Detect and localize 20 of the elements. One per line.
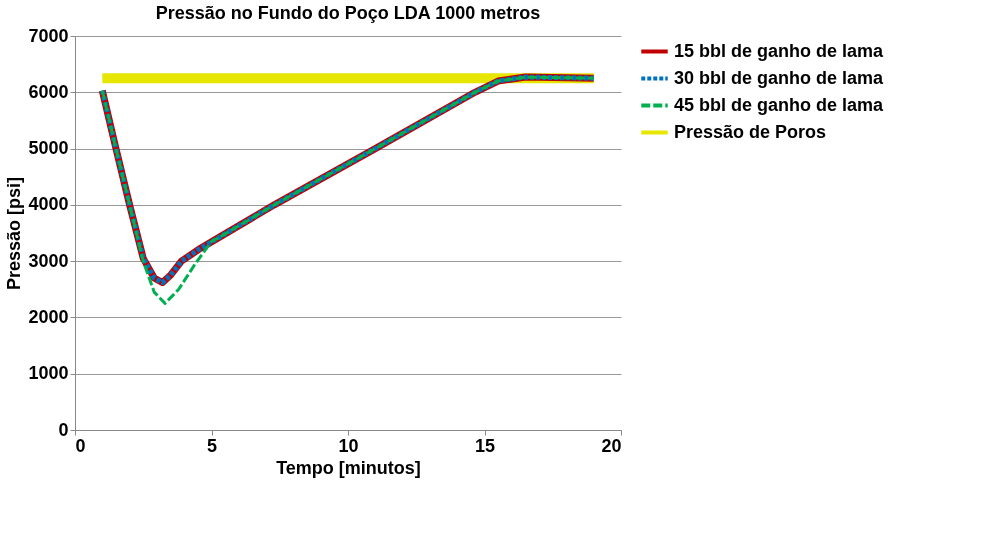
y-tick-label: 6000 xyxy=(28,81,69,102)
x-tick-label: 10 xyxy=(338,435,359,456)
x-axis-title: Tempo [minutos] xyxy=(276,457,421,478)
x-tick-label: 5 xyxy=(206,435,218,456)
y-axis-title: Pressão [psi] xyxy=(4,176,25,291)
legend-label: 45 bbl de ganho de lama xyxy=(674,94,885,115)
y-tick-label: 5000 xyxy=(28,138,69,159)
legend-label: 30 bbl de ganho de lama xyxy=(674,67,885,88)
x-tick-label: 0 xyxy=(75,435,86,456)
y-tick-label: 4000 xyxy=(28,194,69,215)
x-tick-label: 20 xyxy=(601,435,622,456)
y-tick-label: 3000 xyxy=(28,250,69,271)
y-tick-label: 1000 xyxy=(28,363,69,384)
y-tick-label: 7000 xyxy=(28,25,69,46)
y-tick-label: 2000 xyxy=(28,306,69,327)
legend-label: 15 bbl de ganho de lama xyxy=(674,40,885,61)
legend-label: Pressão de Poros xyxy=(674,121,827,142)
x-tick-label: 15 xyxy=(474,435,496,456)
y-tick-label: 0 xyxy=(58,419,69,440)
chart-title: Pressão no Fundo do Poço LDA 1000 metros xyxy=(155,3,541,23)
